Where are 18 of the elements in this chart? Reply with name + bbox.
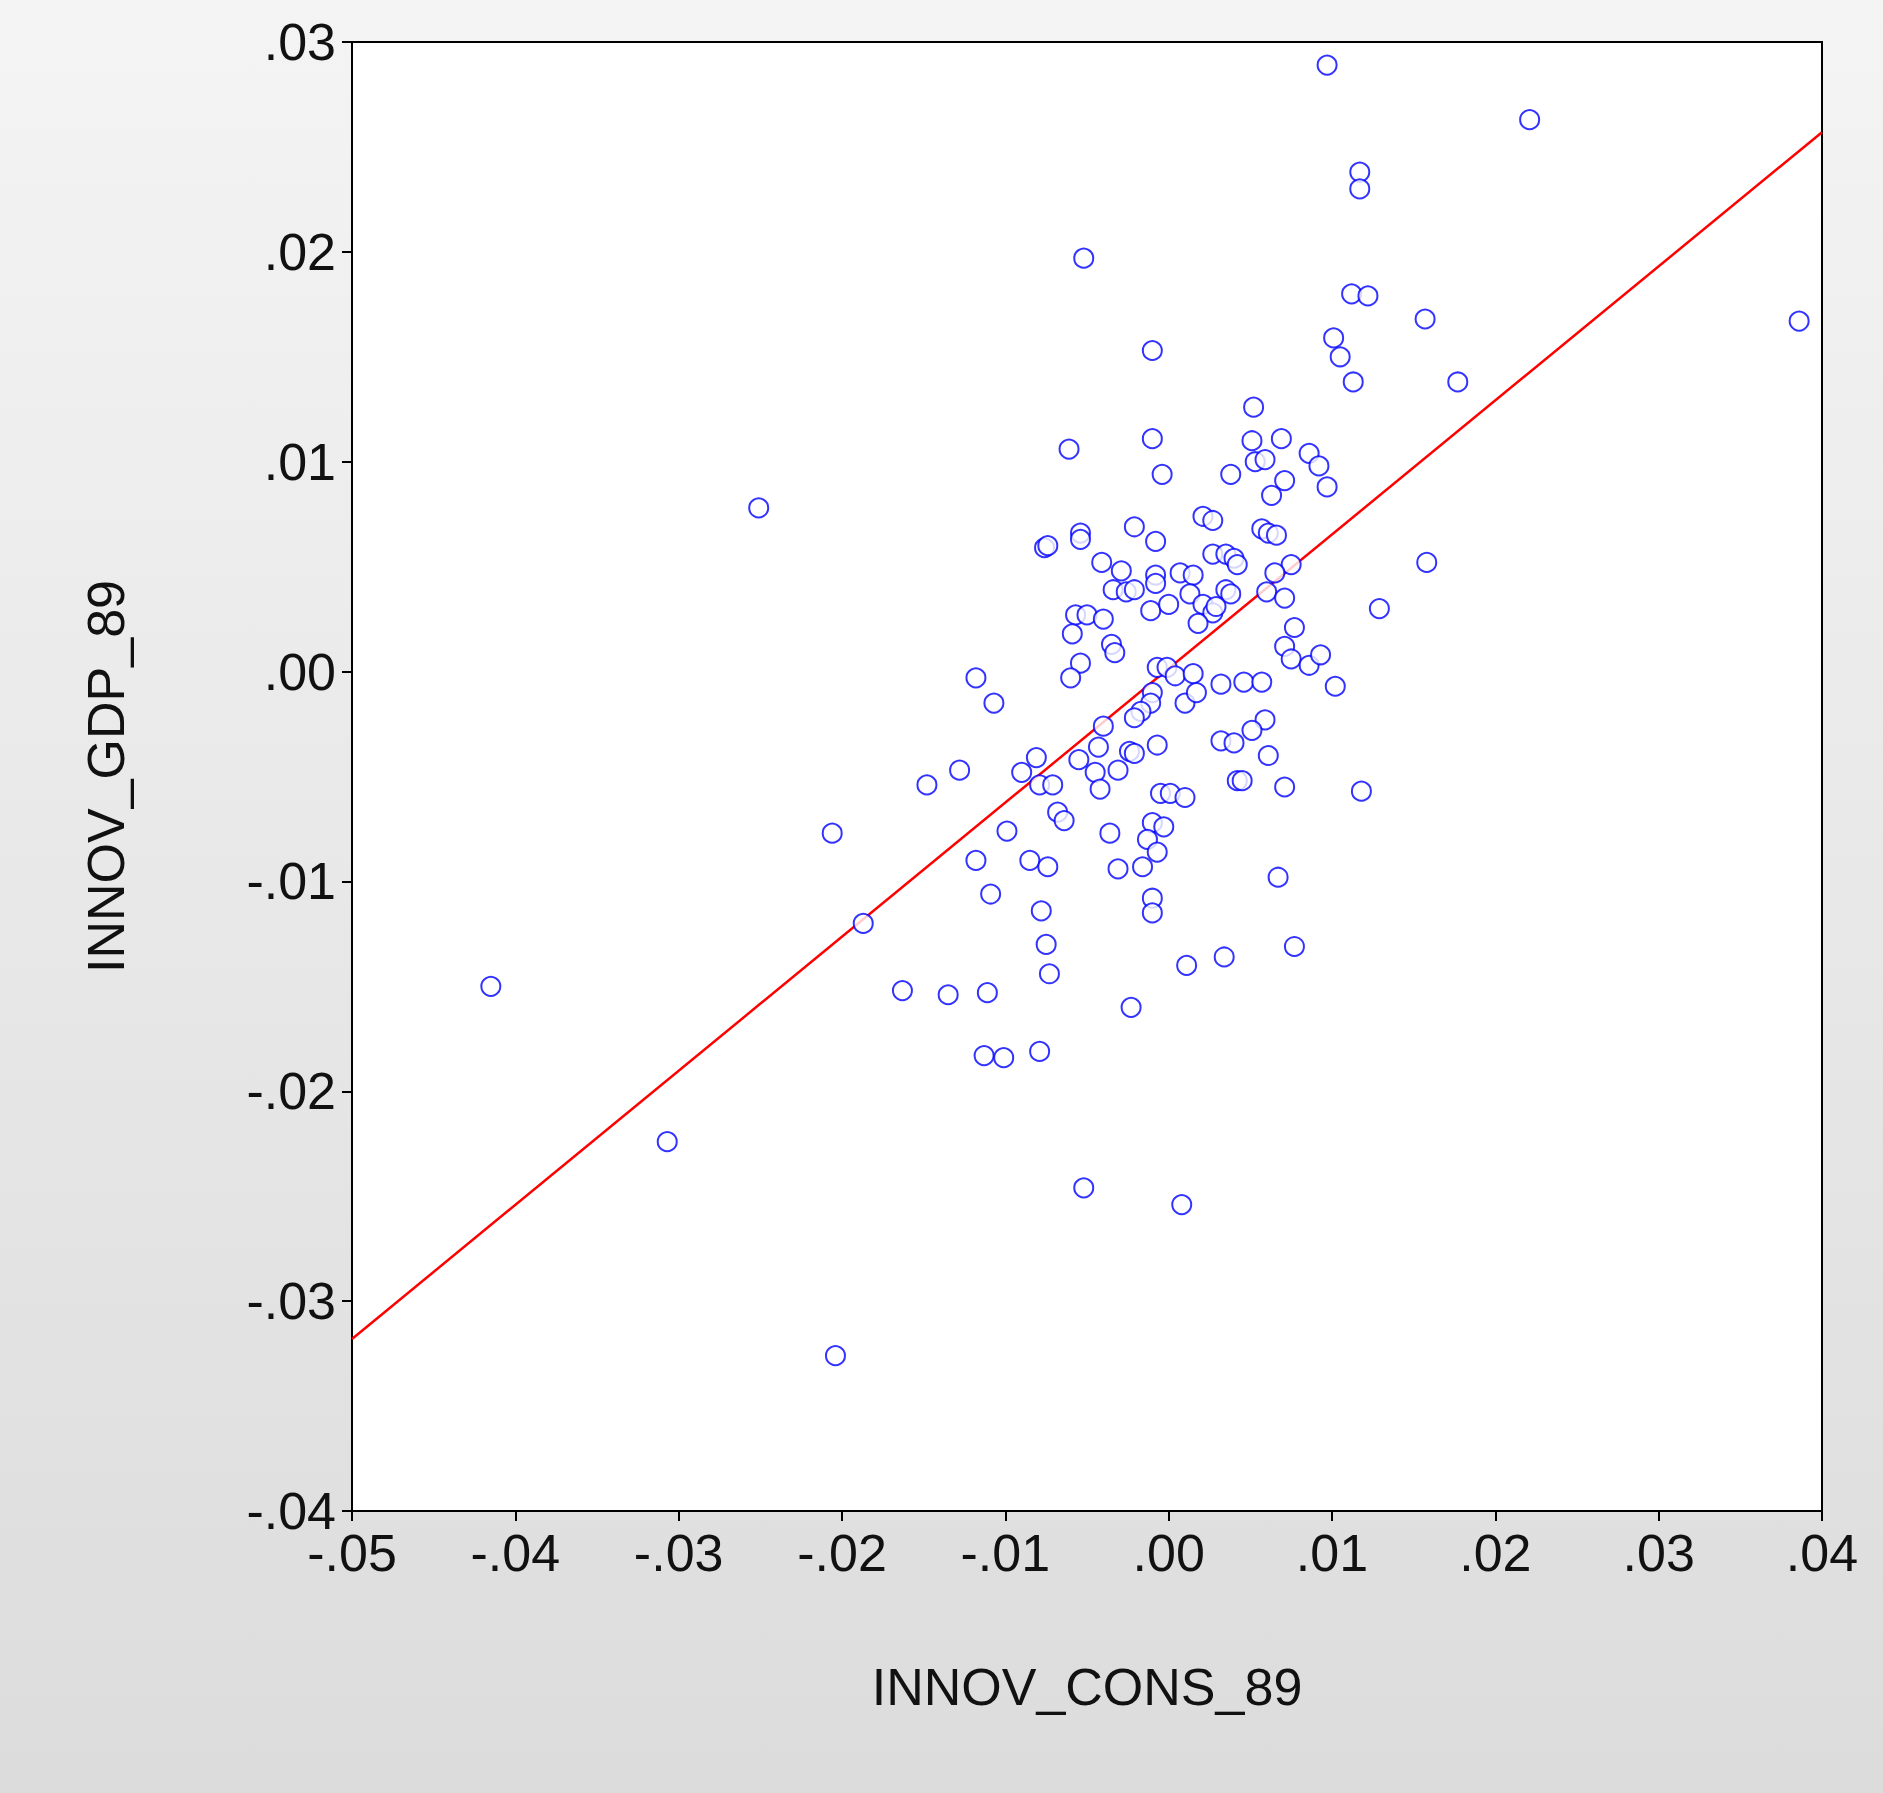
x-axis-title: INNOV_CONS_89 [871, 1658, 1303, 1716]
x-tick-label: .01 [1295, 1524, 1369, 1582]
x-tick-label: -.04 [470, 1524, 561, 1582]
x-tick-label: -.02 [797, 1524, 887, 1582]
x-tick-label: .00 [1132, 1524, 1205, 1582]
x-tick-label: -.03 [633, 1524, 724, 1582]
y-axis-title: INNOV_GDP_89 [77, 579, 135, 974]
y-tick-label: -.03 [246, 1272, 336, 1331]
y-tick-label: -.02 [246, 1062, 336, 1121]
y-tick-label: .02 [263, 222, 336, 281]
x-tick-label: -.01 [960, 1524, 1051, 1582]
x-tick-label: .02 [1459, 1524, 1532, 1582]
y-tick-label: .03 [263, 13, 336, 71]
y-tick-label: .01 [263, 432, 336, 491]
y-tick-label: -.01 [246, 852, 336, 911]
x-tick-label: .04 [1785, 1524, 1859, 1582]
y-tick-label: .00 [263, 642, 336, 701]
x-tick-label: .03 [1622, 1524, 1695, 1582]
